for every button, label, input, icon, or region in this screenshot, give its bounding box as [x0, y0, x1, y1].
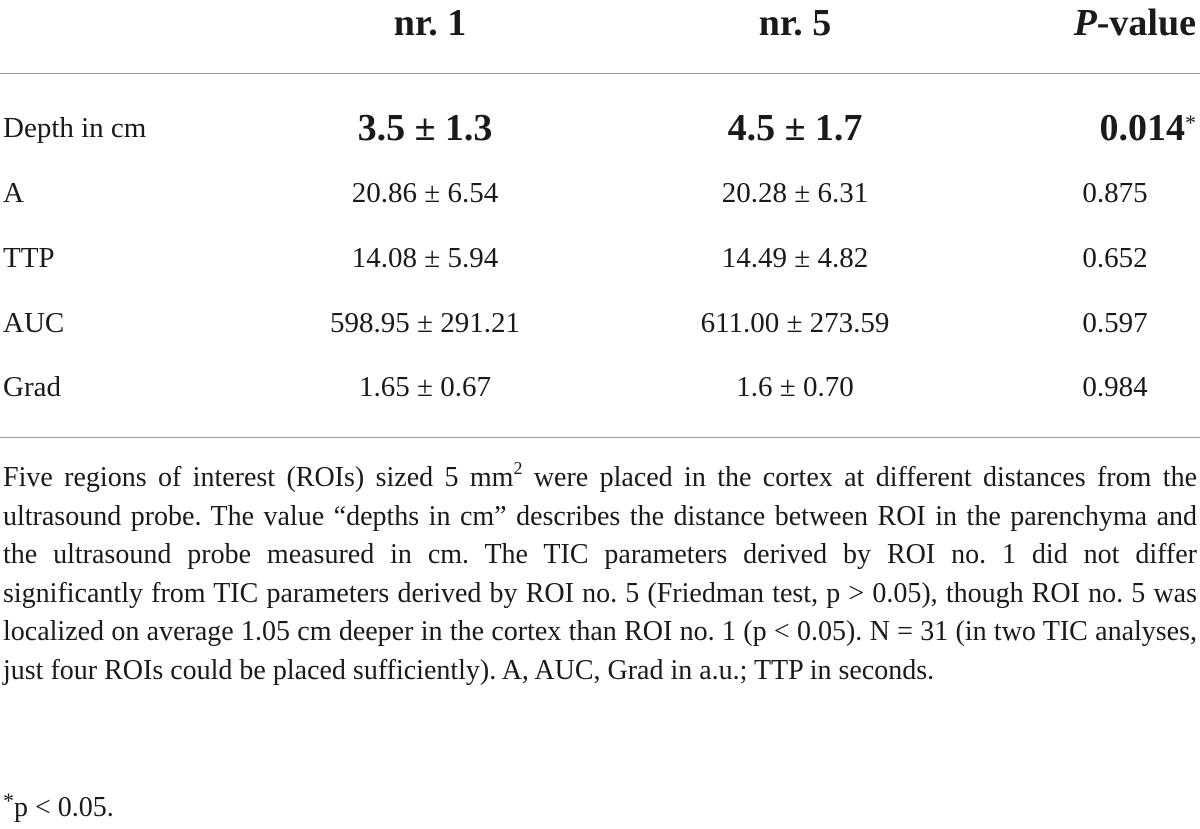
footnote-text-rest: were placed in the cortex at different d…	[3, 462, 1197, 686]
pvalue-text: 0.014	[1099, 107, 1186, 149]
cell-pvalue: 0.597	[1082, 307, 1148, 339]
footnote-superscript: 2	[513, 458, 523, 478]
significance-note-marker: *	[3, 788, 14, 813]
cell-nr1: 598.95 ± 291.21	[330, 307, 520, 339]
table-row: A 20.86 ± 6.54 20.28 ± 6.31 0.875	[0, 163, 1200, 223]
cell-nr5: 20.28 ± 6.31	[721, 177, 869, 209]
table-row: Depth in cm 3.5 ± 1.3 4.5 ± 1.7 0.014*	[0, 98, 1200, 158]
header-pvalue-italic: P	[1073, 2, 1097, 44]
top-rule	[0, 73, 1200, 74]
table-row: TTP 14.08 ± 5.94 14.49 ± 4.82 0.652	[0, 228, 1200, 288]
significance-note-text: p < 0.05.	[14, 792, 114, 823]
header-nr5: nr. 5	[758, 2, 832, 44]
header-pvalue-rest: -value	[1096, 2, 1196, 44]
cell-pvalue: 0.652	[1082, 242, 1148, 274]
row-label: AUC	[3, 307, 65, 339]
table-row: Grad 1.65 ± 0.67 1.6 ± 0.70 0.984	[0, 357, 1200, 417]
header-pvalue: P-value	[1010, 0, 1200, 46]
cell-nr1: 3.5 ± 1.3	[357, 107, 493, 149]
row-label: Depth in cm	[3, 112, 147, 144]
cell-nr1: 20.86 ± 6.54	[351, 177, 499, 209]
cell-nr1: 1.65 ± 0.67	[359, 371, 491, 403]
row-label: A	[3, 177, 24, 209]
cell-nr5: 1.6 ± 0.70	[736, 371, 854, 403]
header-nr1: nr. 1	[393, 2, 467, 44]
table-footnote: Five regions of interest (ROIs) sized 5 …	[3, 459, 1197, 690]
row-label: Grad	[3, 371, 61, 403]
cell-pvalue: 0.014*	[1010, 98, 1200, 158]
cell-nr5: 14.49 ± 4.82	[721, 242, 869, 274]
cell-pvalue: 0.875	[1082, 177, 1148, 209]
table-row: AUC 598.95 ± 291.21 611.00 ± 273.59 0.59…	[0, 293, 1200, 353]
row-label: TTP	[3, 242, 55, 274]
significance-marker: *	[1185, 110, 1196, 135]
cell-nr5: 4.5 ± 1.7	[727, 107, 863, 149]
cell-pvalue: 0.984	[1082, 371, 1148, 403]
bottom-rule	[0, 437, 1200, 438]
footnote-text-start: Five regions of interest (ROIs) sized 5 …	[3, 462, 514, 493]
cell-nr5: 611.00 ± 273.59	[700, 307, 890, 339]
cell-nr1: 14.08 ± 5.94	[351, 242, 499, 274]
significance-note: *p < 0.05.	[3, 788, 114, 827]
